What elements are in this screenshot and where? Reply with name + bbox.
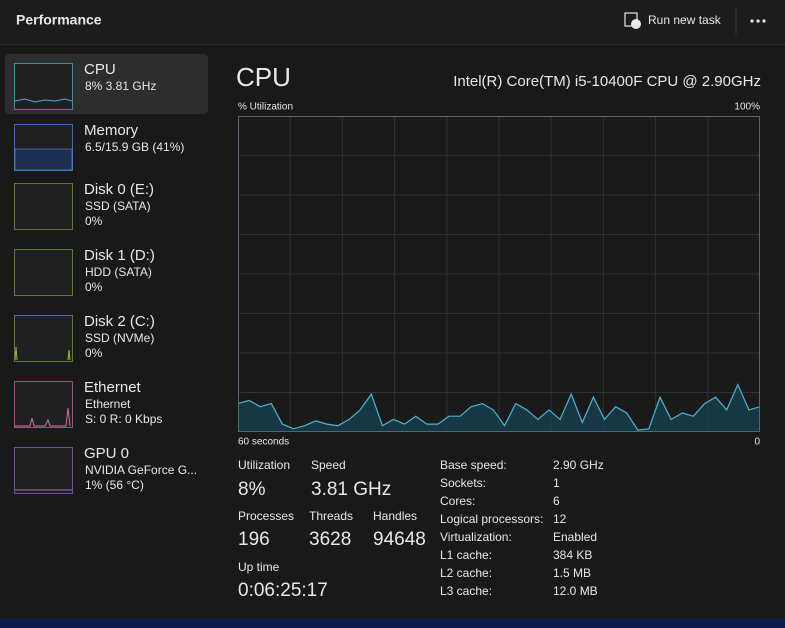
item-detail: 0% [85,214,103,228]
title-bar [0,0,785,44]
more-button[interactable] [750,19,766,23]
detail-value: 6 [553,494,560,508]
cpu-model: Intel(R) Core(TM) i5-10400F CPU @ 2.90GH… [453,73,761,90]
utilization-line [237,383,761,431]
item-detail: S: 0 R: 0 Kbps [85,412,162,426]
item-detail: HDD (SATA) [85,265,152,279]
desktop-strip [0,618,785,628]
dot [762,19,766,23]
mini-graph [14,447,73,494]
main-title: CPU [236,62,291,92]
plot-border [238,116,760,432]
mini-graph [14,381,73,428]
dot [750,19,754,23]
stat-label: Up time [238,560,280,574]
item-name: CPU [84,61,116,78]
mini-graph-fill [14,148,73,171]
stat-label: Handles [373,509,417,523]
detail-label: L1 cache: [440,548,492,562]
stat-label: Processes [238,509,294,523]
run-new-task-button[interactable]: Run new task [624,12,722,29]
mini-graph [14,249,73,296]
detail-label: L2 cache: [440,566,492,580]
item-detail: Ethernet [85,397,131,411]
stat-label: Utilization [238,458,290,472]
stat-label: Threads [309,509,353,523]
stat-value: 196 [238,529,270,550]
detail-label: Virtualization: [440,530,512,544]
sidebar-item[interactable]: Disk 0 (E:)SSD (SATA)0% [14,181,155,230]
stat-value: 94648 [373,529,426,550]
detail-label: L3 cache: [440,584,492,598]
mini-graph-line [14,346,71,361]
item-name: Disk 2 (C:) [84,313,155,330]
item-detail: SSD (NVMe) [85,331,154,345]
cpu-graph: % Utilization 100% 60 seconds 0 [237,102,761,448]
item-detail: SSD (SATA) [85,199,151,213]
window-bottom [0,612,785,618]
dot [756,19,760,23]
item-name: GPU 0 [84,445,129,462]
detail-value: 12 [553,512,567,526]
detail-value: 1.5 MB [553,566,591,580]
mini-graph-line [15,407,71,427]
detail-label: Cores: [440,494,475,508]
run-task-icon-plus [631,19,641,29]
stat-value: 0:06:25:17 [238,580,328,601]
detail-label: Sockets: [440,476,486,490]
y-axis-label: % Utilization [238,102,293,113]
detail-value: Enabled [553,530,597,544]
item-name: Disk 1 (D:) [84,247,155,264]
detail-value: 1 [553,476,560,490]
x-start-label: 60 seconds [238,437,289,448]
mini-graph-line [14,98,73,103]
detail-value: 12.0 MB [553,584,598,598]
mini-graph [14,63,73,110]
stats: Utilization 8% Speed 3.81 GHz Processes 196 Th… [238,458,604,601]
stat-value: 8% [238,479,266,500]
run-task-label[interactable]: Run new task [648,13,722,27]
stat-value: 3628 [309,529,351,550]
mini-graph [14,315,73,362]
item-detail: 0% [85,346,103,360]
mini-graph [14,183,73,230]
detail-value: 2.90 GHz [553,458,604,472]
sidebar-item[interactable]: Disk 1 (D:)HDD (SATA)0% [14,247,155,296]
x-end-label: 0 [754,437,760,448]
stat-label: Speed [311,458,346,472]
detail-value: 384 KB [553,548,592,562]
item-detail: NVIDIA GeForce G... [85,463,197,477]
y-max-label: 100% [734,102,760,113]
item-name: Disk 0 (E:) [84,181,154,198]
detail-label: Base speed: [440,458,507,472]
page-title: Performance [16,12,102,28]
item-detail: 0% [85,280,103,294]
item-name: Ethernet [84,379,142,396]
utilization-area [238,384,760,432]
item-name: Memory [84,122,139,139]
stat-value: 3.81 GHz [311,479,391,500]
sidebar-item[interactable]: Disk 2 (C:)SSD (NVMe)0% [14,313,155,362]
item-detail: 1% (56 °C) [85,478,144,492]
item-detail: 8% 3.81 GHz [85,79,156,93]
item-detail: 6.5/15.9 GB (41%) [85,140,184,154]
detail-label: Logical processors: [440,512,543,526]
